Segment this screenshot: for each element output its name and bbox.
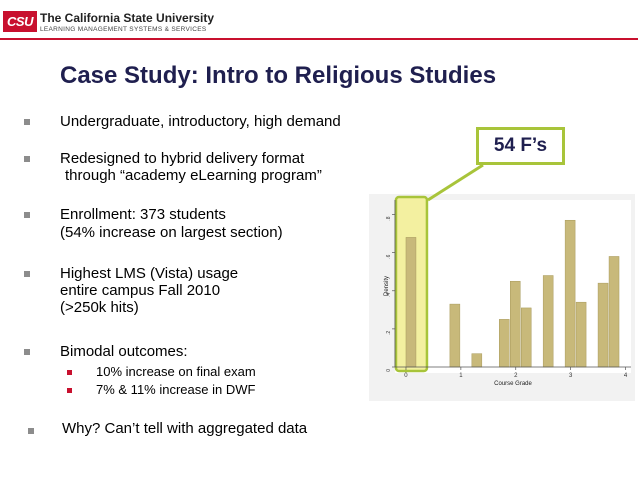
y-tick-label: .4 xyxy=(386,293,392,297)
sub-bullet-text: 10% increase on final exam xyxy=(96,364,256,379)
y-tick-label: .8 xyxy=(386,216,392,220)
bullet-text: (54% increase on largest section) xyxy=(60,224,283,241)
histogram-bar xyxy=(564,219,576,368)
header-divider xyxy=(0,38,638,40)
histogram-bar xyxy=(449,303,461,368)
x-axis-label: Course Grade xyxy=(494,381,532,387)
bullet-text: Redesigned to hybrid delivery format xyxy=(60,150,305,167)
x-tick-label: 4 xyxy=(624,373,628,379)
bullet-text: (>250k hits) xyxy=(60,299,139,316)
sub-bullet-marker xyxy=(67,388,72,393)
sub-bullet-marker xyxy=(67,370,72,375)
histogram-bar xyxy=(542,275,554,368)
callout-box: 54 F’s xyxy=(476,127,565,165)
bullet-text: Why? Can’t tell with aggregated data xyxy=(62,420,308,437)
bullet-text: Bimodal outcomes: xyxy=(60,343,188,360)
histogram-bar xyxy=(575,301,587,368)
histogram-bar xyxy=(405,237,417,368)
bullet-text: Undergraduate, introductory, high demand xyxy=(60,113,341,130)
bullet-marker xyxy=(24,156,30,162)
x-tick-label: 1 xyxy=(459,373,463,379)
histogram-bar xyxy=(499,319,510,368)
x-tick-label: 3 xyxy=(569,373,573,379)
bullet-text: entire campus Fall 2010 xyxy=(60,282,221,299)
y-tick-label: .6 xyxy=(386,254,392,258)
y-tick-label: 0 xyxy=(386,369,392,372)
histogram-bar xyxy=(608,256,620,368)
sub-bullet-text: 7% & 11% increase in DWF xyxy=(96,382,256,397)
bullet-marker xyxy=(24,119,30,125)
x-tick-label: 0 xyxy=(404,373,408,379)
bullet-marker xyxy=(28,428,34,434)
bullet-text: Enrollment: 373 students xyxy=(60,206,226,223)
bullet-marker xyxy=(24,271,30,277)
header-bar: CSU The California State University LEAR… xyxy=(0,0,638,40)
y-tick-label: .2 xyxy=(386,331,392,335)
histogram-bar xyxy=(597,282,609,368)
x-tick-label: 2 xyxy=(514,373,518,379)
callout-connector xyxy=(427,163,484,202)
csu-logo: CSU xyxy=(3,11,37,32)
university-name: The California State University xyxy=(40,11,215,25)
histogram-bar xyxy=(510,280,521,368)
histogram-bar xyxy=(471,353,483,368)
bullet-text: through “academy eLearning program” xyxy=(65,167,322,184)
bullet-marker xyxy=(24,212,30,218)
university-subtitle: LEARNING MANAGEMENT SYSTEMS & SERVICES xyxy=(40,26,207,33)
y-axis-label: Density xyxy=(384,276,390,296)
bullet-text: Highest LMS (Vista) usage xyxy=(60,265,239,282)
histogram-bar xyxy=(520,307,532,368)
slide-title: Case Study: Intro to Religious Studies xyxy=(60,62,497,89)
bullet-marker xyxy=(24,349,30,355)
